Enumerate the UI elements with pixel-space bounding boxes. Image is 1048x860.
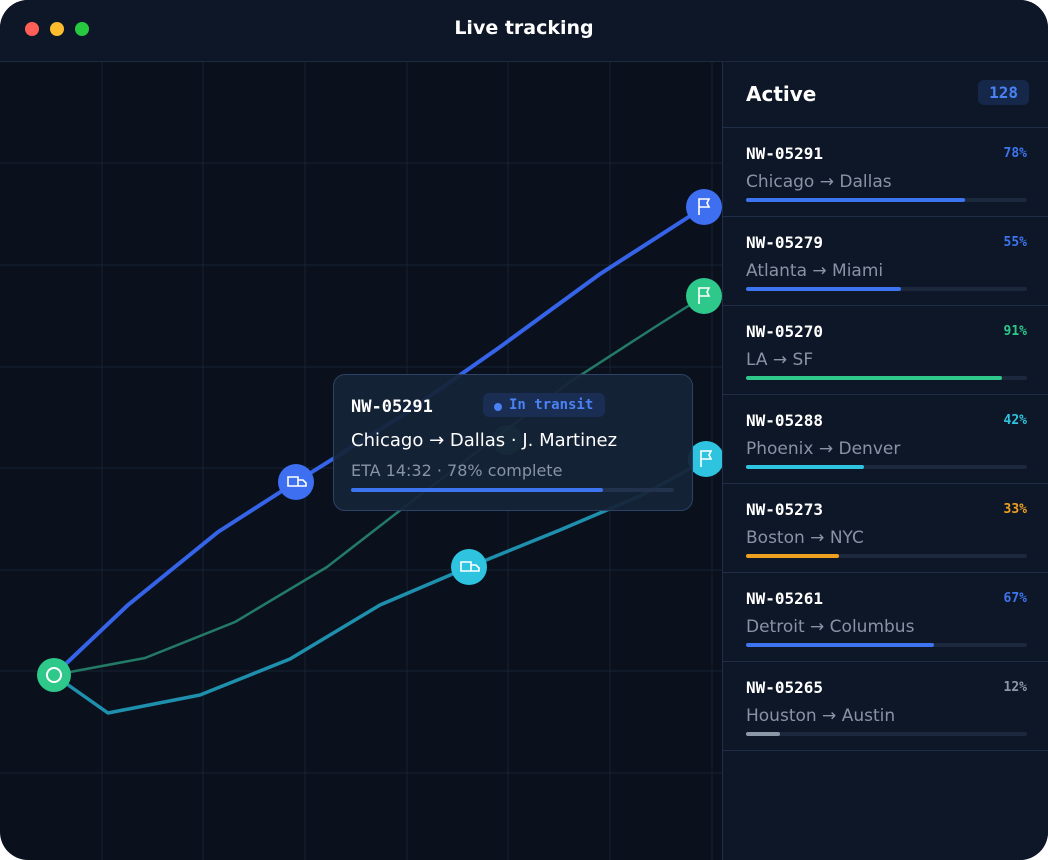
progress-track: [746, 198, 1027, 202]
title-bar: Live tracking: [0, 0, 1048, 62]
progress-label: 78%: [1003, 146, 1027, 161]
progress-label: 91%: [1003, 324, 1027, 339]
progress-track: [746, 732, 1027, 736]
progress-bar: [746, 465, 865, 469]
shipment-row[interactable]: NW-05288 42% Phoenix → Denver: [723, 395, 1048, 484]
status-badge: In transit: [483, 393, 606, 417]
shipment-id: NW-05279: [746, 233, 824, 252]
window-title: Live tracking: [454, 17, 594, 39]
tooltip-eta: ETA 14:32 · 78% complete: [351, 461, 563, 480]
progress-track: [351, 488, 674, 492]
progress-bar: [746, 287, 901, 291]
shipment-route: Phoenix → Denver: [746, 439, 901, 459]
progress-track: [746, 287, 1027, 291]
progress-track: [746, 643, 1027, 647]
progress-track: [746, 465, 1027, 469]
sidebar-header: Active 128: [723, 62, 1048, 128]
vehicle-marker[interactable]: [451, 549, 487, 585]
shipment-route: Atlanta → Miami: [746, 261, 884, 281]
shipment-id: NW-05273: [746, 500, 824, 519]
close-button[interactable]: [25, 22, 39, 36]
progress-label: 55%: [1003, 235, 1027, 250]
shipment-row[interactable]: NW-05273 33% Boston → NYC: [723, 484, 1048, 573]
minimize-button[interactable]: [50, 22, 64, 36]
progress-bar: [746, 376, 1002, 380]
progress-bar: [351, 488, 603, 492]
shipment-row[interactable]: NW-05265 12% Houston → Austin: [723, 662, 1048, 751]
shipment-id: NW-05288: [746, 411, 824, 430]
origin-marker[interactable]: [37, 658, 71, 692]
progress-bar: [746, 554, 839, 558]
tooltip-details: Chicago → Dallas · J. Martinez: [351, 430, 618, 451]
shipment-row[interactable]: NW-05261 67% Detroit → Columbus: [723, 573, 1048, 662]
shipment-row[interactable]: NW-05279 55% Atlanta → Miami: [723, 217, 1048, 306]
shipment-route: Houston → Austin: [746, 706, 896, 726]
progress-track: [746, 554, 1027, 558]
shipment-route: Boston → NYC: [746, 528, 864, 548]
destination-marker[interactable]: [686, 189, 722, 225]
shipment-row[interactable]: NW-05291 78% Chicago → Dallas: [723, 128, 1048, 217]
sidebar-title: Active: [746, 82, 817, 106]
progress-label: 42%: [1003, 413, 1027, 428]
shipment-id: NW-05261: [746, 589, 824, 608]
shipment-route: Detroit → Columbus: [746, 617, 915, 637]
shipment-route: Chicago → Dallas: [746, 172, 892, 192]
shipment-id: NW-05270: [746, 322, 824, 341]
count-badge: 128: [978, 80, 1029, 105]
progress-label: 12%: [1003, 680, 1027, 695]
shipment-id: NW-05265: [746, 678, 824, 697]
destination-marker[interactable]: [688, 441, 722, 477]
shipment-tooltip: NW-05291 In transit Chicago → Dallas · J…: [333, 374, 693, 511]
destination-marker[interactable]: [686, 278, 722, 314]
maximize-button[interactable]: [75, 22, 89, 36]
progress-bar: [746, 643, 935, 647]
progress-label: 33%: [1003, 502, 1027, 517]
progress-track: [746, 376, 1027, 380]
progress-label: 67%: [1003, 591, 1027, 606]
shipment-id: NW-05291: [746, 144, 824, 163]
sidebar: Active 128 NW-05291 78% Chicago → Dallas NW…: [722, 62, 1048, 860]
vehicle-marker[interactable]: [278, 464, 314, 500]
shipment-row[interactable]: NW-05270 91% LA → SF: [723, 306, 1048, 395]
shipment-route: LA → SF: [746, 350, 814, 370]
progress-bar: [746, 732, 780, 736]
tooltip-id: NW-05291: [351, 397, 433, 417]
progress-bar: [746, 198, 966, 202]
